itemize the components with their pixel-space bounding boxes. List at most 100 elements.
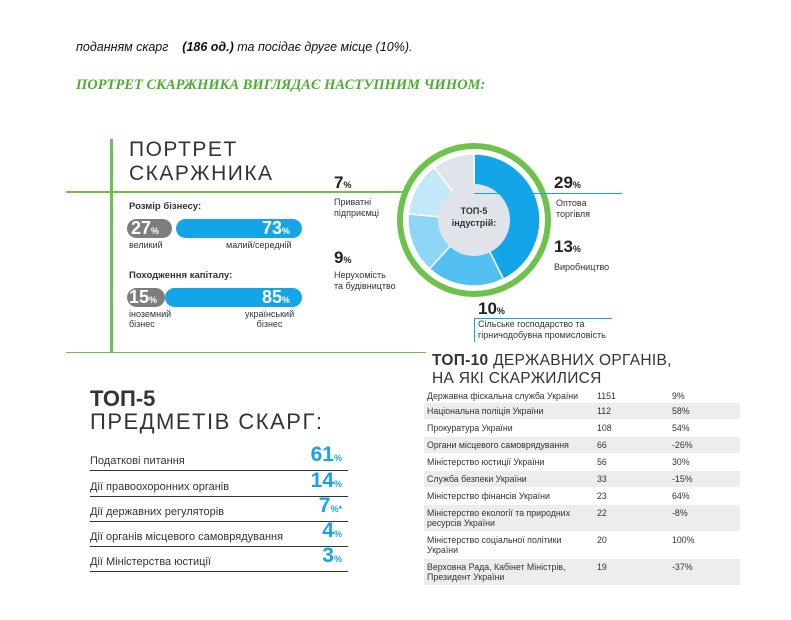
capital-label: Походження капіталу: [129, 270, 233, 281]
subject-value: 61% [310, 443, 342, 466]
industry-10-pct: 10% [478, 299, 505, 318]
agency-count: 66 [597, 440, 607, 450]
table-row: Міністерство юстиції України 56 30% [424, 454, 740, 471]
agency-change: 100% [672, 535, 695, 545]
industry-9-name: Нерухомість та будівництво [334, 270, 396, 291]
top10-table: Державна фіскальна служба України 1151 9… [424, 391, 740, 586]
agency-name: Служба безпеки України [427, 474, 527, 484]
capital-foreign-value: 15% [129, 287, 158, 307]
subjects-title-line2: ПРЕДМЕТІВ СКАРГ: [90, 409, 324, 434]
agency-name: Міністерство соціальної політики України [427, 535, 562, 555]
top10-title-bold: ТОП-10 [432, 352, 489, 369]
agency-name: Органи місцевого самоврядування [427, 440, 569, 450]
agency-count: 19 [597, 562, 607, 572]
table-row: Верховна Рада, Кабінет Міністрів, Презид… [424, 559, 740, 586]
capital-domestic-caption: український бізнес [245, 309, 295, 329]
size-sme-bar [176, 219, 302, 238]
subject-value: 14% [310, 469, 342, 492]
industry-7-pct: 7% [334, 173, 352, 192]
agency-change: 9% [672, 391, 685, 401]
agency-count: 112 [597, 406, 612, 416]
subjects-title-line1: ТОП-5 [90, 386, 156, 411]
industry-7-name: Приватні підприємці [334, 197, 379, 218]
green-hline-bottom [66, 352, 426, 353]
subject-label: Податкові питання [90, 455, 185, 467]
capital-foreign-bar [127, 288, 165, 307]
subject-row: Дії Міністерства юстиції 3% [90, 544, 348, 572]
agency-change: -15% [672, 474, 693, 484]
donut-center [438, 184, 510, 256]
agency-change: 30% [672, 457, 690, 467]
section-heading: ПОРТРЕТ СКАРЖНИКА ВИГЛЯДАЄ НАСТУПНИМ ЧИН… [76, 77, 486, 93]
industry-13-pct: 13% [554, 237, 581, 256]
agency-name: Національна поліція України [427, 406, 544, 416]
industry-10-name: Сільське господарство та гірничодобувна п… [478, 319, 606, 340]
agency-change: -26% [672, 440, 693, 450]
agency-change: -37% [672, 562, 693, 572]
leader-10-v [474, 318, 475, 342]
subject-label: Дії державних регуляторів [90, 506, 225, 518]
agency-count: 22 [597, 508, 607, 518]
intro-post: та посідає друге місце (10%). [237, 40, 413, 54]
table-row: Органи місцевого самоврядування 66 -26% [424, 437, 740, 454]
top10-title-rest: ДЕРЖАВНИХ ОРГАНІВ, [488, 352, 672, 369]
agency-name: Верховна Рада, Кабінет Міністрів, Презид… [427, 562, 566, 582]
size-sme-caption: малий/середній [226, 240, 292, 250]
industry-29-pct: 29% [554, 173, 581, 192]
agency-name: Міністерство екології та природних ресур… [427, 508, 570, 528]
donut-ring [397, 143, 551, 297]
table-row: Міністерство фінансів України 23 64% [424, 488, 740, 505]
subject-row: Дії правоохоронних органів 14% [90, 469, 348, 497]
size-sme-value: 73% [262, 218, 291, 238]
agency-count: 23 [597, 491, 607, 501]
agency-count: 1151 [597, 391, 616, 401]
leader-10 [474, 318, 612, 319]
table-row: Державна фіскальна служба України 1151 9… [424, 391, 740, 403]
subject-row: Податкові питання 61% [90, 443, 348, 471]
capital-foreign-caption: іноземний бізнес [129, 309, 172, 329]
portrait-title-line1: ПОРТРЕТ [129, 138, 238, 161]
subject-value: 4% [322, 519, 342, 542]
portrait-title: ПОРТРЕТ СКАРЖНИКА [129, 138, 274, 186]
agency-name: Державна фіскальна служба України [427, 391, 579, 401]
agency-change: 64% [672, 491, 690, 501]
industry-29-name: Оптова торгівля [556, 198, 591, 219]
subject-row: Дії державних регуляторів 7%* [90, 494, 348, 522]
agency-count: 33 [597, 474, 607, 484]
agency-name: Прокуратура України [427, 423, 513, 433]
donut-center-line1: ТОП-5 [461, 206, 488, 216]
subject-label: Дії органів місцевого самоврядування [90, 531, 284, 543]
agency-count: 56 [597, 457, 607, 467]
capital-domestic-bar [165, 288, 302, 307]
table-row: Прокуратура України 108 54% [424, 420, 740, 437]
agency-name: Міністерство фінансів України [427, 491, 550, 501]
agency-count: 108 [597, 423, 612, 433]
donut-center-line2: індустрій: [452, 218, 496, 228]
industry-9-pct: 9% [334, 248, 352, 267]
subject-label: Дії Міністерства юстиції [90, 556, 211, 568]
subject-value: 3% [322, 544, 342, 567]
table-row: Національна поліція України 112 58% [424, 403, 740, 420]
table-row: Міністерство соціальної політики України… [424, 532, 740, 559]
subject-label: Дії правоохоронних органів [90, 481, 230, 493]
agency-change: -8% [672, 508, 688, 518]
agency-change: 54% [672, 423, 690, 433]
subject-value: 7%* [318, 494, 342, 517]
top10-title-line2: НА ЯКІ СКАРЖИЛИСЯ [432, 370, 602, 387]
industry-13-name: Виробництво [554, 262, 610, 272]
capital-domestic-value: 85% [262, 287, 291, 307]
table-row: Міністерство екології та природних ресур… [424, 505, 740, 532]
green-hline-top [66, 191, 404, 193]
subject-row: Дії органів місцевого самоврядування 4% [90, 519, 348, 547]
table-row: Служба безпеки України 33 -15% [424, 471, 740, 488]
intro-bold: (186 од.) [182, 40, 234, 54]
size-label: Розмір бізнесу: [129, 201, 202, 212]
agency-change: 58% [672, 406, 690, 416]
size-large-caption: великий [129, 240, 163, 250]
size-large-value: 27% [131, 218, 160, 238]
top10-title: ТОП-10 ДЕРЖАВНИХ ОРГАНІВ, НА ЯКІ СКАРЖИЛ… [432, 352, 672, 388]
size-large-bar [127, 219, 172, 238]
green-vline [110, 139, 113, 353]
leader-29 [474, 193, 622, 194]
